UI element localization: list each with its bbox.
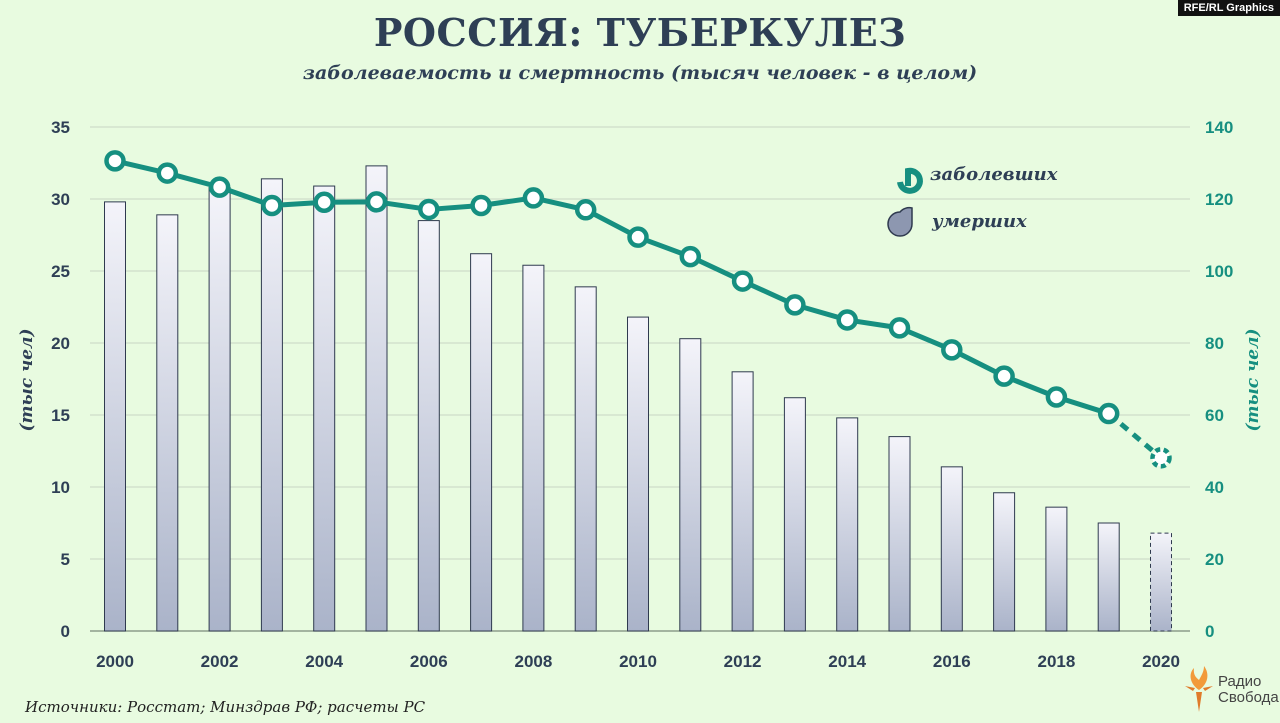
point-cases: [104, 150, 126, 172]
bar-deaths: [627, 316, 649, 632]
left-tick-label: 35: [51, 118, 70, 137]
point-cases: [836, 309, 858, 331]
legend-marker-deaths-icon: [887, 206, 913, 237]
right-tick-label: 80: [1205, 334, 1224, 353]
bar-deaths: [470, 253, 493, 632]
x-tick-label: 2010: [619, 652, 657, 671]
bar-deaths: [888, 436, 911, 632]
bar-deaths: [1097, 522, 1120, 632]
bar-deaths: [679, 338, 702, 632]
logo-line1: Радио: [1218, 673, 1262, 690]
bar-deaths: [993, 492, 1016, 632]
left-tick-label: 30: [51, 190, 70, 209]
point-cases: [784, 294, 806, 316]
point-cases: [1097, 402, 1120, 425]
bar-deaths: [940, 466, 963, 632]
right-tick-label: 140: [1205, 118, 1233, 137]
bar-deaths: [1150, 532, 1172, 632]
logo-text: Радио Свобода: [1218, 674, 1279, 706]
point-cases: [993, 365, 1015, 387]
point-cases: [208, 176, 231, 198]
x-tick-label: 2006: [410, 652, 448, 671]
point-cases: [470, 194, 492, 217]
left-tick-label: 20: [51, 334, 70, 353]
bar-deaths: [731, 371, 754, 632]
right-tick-label: 20: [1205, 550, 1224, 569]
x-tick-label: 2008: [514, 652, 552, 671]
right-tick-label: 60: [1205, 406, 1224, 425]
right-axis-label: (тыс чел): [1243, 328, 1263, 431]
logo-torch-icon: [1185, 666, 1213, 712]
right-tick-label: 100: [1205, 262, 1233, 281]
legend-marker-cases-icon: [897, 167, 923, 194]
legend-label-cases: заболевших: [930, 164, 1058, 185]
left-tick-label: 10: [51, 478, 70, 497]
bar-deaths: [417, 220, 440, 632]
point-cases: [731, 270, 754, 292]
legend-item-deaths: умерших: [887, 206, 1027, 237]
right-tick-label: 120: [1205, 190, 1233, 209]
left-tick-label: 0: [61, 622, 70, 641]
bar-deaths: [365, 165, 388, 632]
right-tick-label: 0: [1205, 622, 1214, 641]
bar-series-deaths: [104, 165, 1172, 632]
x-tick-label: 2002: [201, 652, 239, 671]
point-cases: [627, 226, 649, 248]
logo-line2: Свобода: [1218, 689, 1279, 706]
chart-subtitle: заболеваемость и смертность (тысяч челов…: [302, 62, 978, 84]
right-axis-ticks: 0 20 40 60 80 100 120 140: [1205, 118, 1233, 641]
x-tick-label: 2016: [933, 652, 971, 671]
point-cases: [574, 199, 597, 221]
legend-label-deaths: умерших: [931, 211, 1027, 232]
legend-item-cases: заболевших: [897, 164, 1058, 194]
point-cases: [365, 191, 388, 213]
chart-title: РОССИЯ: ТУБЕРКУЛЕЗ: [373, 10, 907, 55]
x-tick-label: 2020: [1142, 652, 1180, 671]
legend: заболевших умерших: [887, 164, 1058, 237]
source-note: Источники: Росстат; Минздрав РФ; расчеты…: [25, 698, 426, 716]
bar-deaths: [208, 186, 231, 632]
point-cases: [313, 191, 335, 213]
point-cases: [941, 339, 963, 361]
x-axis-ticks: 2000 2002 2004 2006 2008 2010 2012 2014 2016 2018…: [96, 652, 1180, 671]
point-cases: [522, 187, 545, 209]
bar-deaths: [313, 185, 336, 632]
point-cases: [261, 194, 283, 217]
bar-deaths: [574, 286, 597, 632]
x-tick-label: 2018: [1037, 652, 1075, 671]
point-cases: [1150, 447, 1172, 469]
bar-deaths: [783, 397, 806, 632]
point-cases: [1045, 386, 1068, 408]
point-cases: [679, 245, 702, 268]
x-tick-label: 2004: [305, 652, 343, 671]
point-cases: [418, 198, 440, 221]
bar-deaths: [260, 178, 283, 632]
bar-deaths: [522, 264, 545, 632]
x-tick-label: 2012: [724, 652, 762, 671]
radio-svoboda-logo: Радио Свобода: [1182, 664, 1280, 720]
point-cases: [156, 162, 179, 184]
left-tick-label: 25: [51, 262, 70, 281]
point-cases: [888, 317, 911, 339]
left-tick-label: 5: [61, 550, 70, 569]
x-tick-label: 2014: [828, 652, 866, 671]
bar-deaths: [104, 201, 126, 632]
bar-deaths: [156, 214, 179, 632]
line-series-cases: [104, 150, 1172, 469]
left-axis-label: (тыс чел): [17, 328, 37, 431]
right-tick-label: 40: [1205, 478, 1224, 497]
x-tick-label: 2000: [96, 652, 134, 671]
line-cases-estimate: [1107, 411, 1163, 460]
bar-deaths: [836, 417, 859, 632]
left-axis-ticks: 0 5 10 15 20 25 30 35: [51, 118, 70, 641]
bar-deaths: [1045, 506, 1068, 632]
credit-badge: RFE/RL Graphics: [1177, 0, 1280, 16]
left-tick-label: 15: [51, 406, 70, 425]
